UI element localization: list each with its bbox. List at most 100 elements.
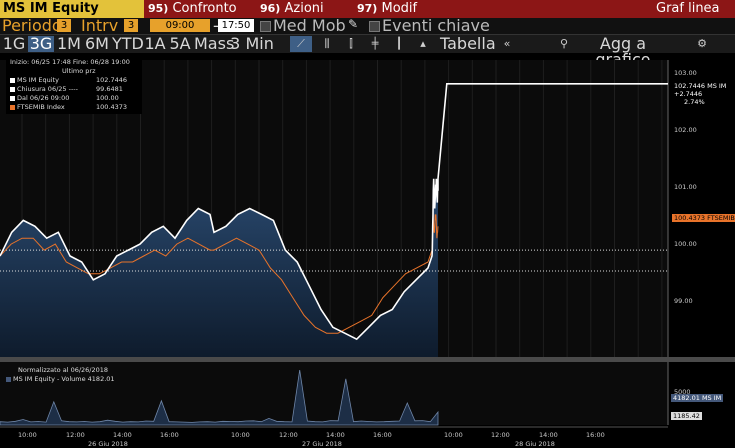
legend-row: FTSEMIB Index 100.4373	[10, 103, 140, 112]
date-label: 28 Giu 2018	[515, 440, 555, 448]
legend-header: Ultimo prz	[62, 67, 96, 75]
y-tick-label: 102.00	[674, 126, 697, 134]
legend-value: 99.6481	[96, 85, 123, 93]
search-icon[interactable]: ⚲	[559, 37, 569, 50]
candle-chart-icon[interactable]: ⫿	[349, 37, 353, 50]
x-tick-label: 14:00	[113, 431, 132, 439]
range-1a[interactable]: 1A	[144, 34, 166, 53]
ohlc-chart-icon[interactable]: ╪	[371, 37, 379, 50]
modif-label: Modif	[381, 1, 418, 16]
x-tick-label: 12:00	[491, 431, 510, 439]
chart-legend: Inizio: 06/25 17:48 Fine: 06/28 19:00 Ul…	[6, 56, 142, 114]
y-tick-label: 100.00	[674, 240, 697, 248]
legend-value: 102.7446	[96, 76, 128, 84]
legend-label: MS IM Equity	[17, 76, 59, 84]
ftse-line	[0, 214, 439, 334]
date-label: 27 Giu 2018	[302, 440, 342, 448]
legend-swatch	[10, 77, 15, 83]
legend-row: MS IM Equity 102.7446	[10, 76, 140, 85]
confronto-button[interactable]: 95) Confronto	[148, 0, 243, 18]
modif-num: 97)	[357, 2, 378, 15]
eventi-label: Eventi chiave	[382, 16, 490, 35]
wrench-icon[interactable]: ✎	[348, 17, 359, 31]
range-6m[interactable]: 6M	[85, 34, 109, 53]
date-label: 26 Giu 2018	[88, 440, 128, 448]
x-tick-label: 14:00	[326, 431, 345, 439]
range-ytd[interactable]: YTD	[112, 34, 144, 53]
range-3g[interactable]: 3G	[28, 34, 54, 53]
periodo-input[interactable]: 3	[57, 19, 71, 32]
ms-price-tag: 102.7446 MS IM +2.7446 2.74%	[672, 82, 729, 106]
confronto-label: Confronto	[172, 1, 237, 16]
legend-value: 100.00	[96, 94, 119, 102]
ms-tag-line: 102.7446 MS IM	[674, 82, 727, 90]
confronto-num: 95)	[148, 2, 169, 15]
collapse-icon[interactable]: «	[503, 37, 511, 50]
modif-button[interactable]: 97) Modif	[357, 0, 447, 18]
panel-separator	[0, 357, 735, 362]
volume-legend: Normalizzato al 06/26/2018 MS IM Equity …	[6, 366, 115, 384]
volume-tag-2: 1185.42	[671, 412, 702, 420]
volume-tag: 4182.01 MS IM	[671, 394, 724, 402]
x-tick-label: 16:00	[160, 431, 179, 439]
periodo-label: Periodo	[2, 16, 62, 35]
volume-area	[0, 369, 439, 426]
azioni-button[interactable]: 96) Azioni	[260, 0, 345, 18]
volume-background	[0, 362, 668, 425]
command-bar	[0, 0, 735, 18]
med-mob-label: Med Mob	[273, 16, 346, 35]
x-tick-label: 14:00	[539, 431, 558, 439]
gear-icon[interactable]: ⚙	[697, 37, 707, 50]
legend-value: 100.4373	[96, 103, 128, 111]
bar-chart-icon[interactable]: ⫼	[324, 37, 330, 50]
eventi-checkbox[interactable]	[369, 21, 380, 32]
legend-swatch	[10, 86, 15, 92]
volume-swatch	[6, 376, 11, 382]
x-tick-label: 16:00	[586, 431, 605, 439]
range-1m[interactable]: 1M	[57, 34, 81, 53]
x-tick-label: 12:00	[66, 431, 85, 439]
norm-label: Normalizzato al 06/26/2018	[18, 366, 109, 374]
ftse-price-tag: 100.4373 FTSEMIB	[672, 214, 735, 222]
med-mob-checkbox[interactable]	[260, 21, 271, 32]
range-5a[interactable]: 5A	[169, 34, 191, 53]
hl-chart-icon[interactable]: ┃	[395, 37, 403, 50]
legend-range: Inizio: 06/25 17:48 Fine: 06/28 19:00	[10, 58, 130, 66]
intrv-label: Intrv	[81, 16, 119, 35]
ms-tag-line: 2.74%	[684, 98, 705, 106]
intrv-input[interactable]: 3	[124, 19, 138, 32]
y5000-label: 5000	[674, 388, 691, 396]
tabella-button[interactable]: Tabella	[440, 34, 496, 53]
range-3min[interactable]: 3 Min	[230, 34, 274, 53]
x-tick-label: 16:00	[373, 431, 392, 439]
legend-label: Dal 06/26 09:00	[17, 94, 70, 102]
range-1g[interactable]: 1G	[2, 34, 26, 53]
ms-line	[0, 82, 668, 341]
legend-swatch	[10, 95, 15, 101]
legend-swatch	[10, 104, 15, 110]
azioni-num: 96)	[260, 2, 281, 15]
ms-area-fill	[0, 178, 438, 357]
range-mass[interactable]: Mass	[194, 34, 235, 53]
x-tick-label: 10:00	[18, 431, 37, 439]
x-tick-label: 12:00	[279, 431, 298, 439]
x-tick-label: 10:00	[444, 431, 463, 439]
y-tick-label: 101.00	[674, 183, 697, 191]
y-tick-label: 103.00	[674, 69, 697, 77]
legend-label: FTSEMIB Index	[17, 103, 65, 111]
time-dash: -	[213, 16, 219, 35]
volume-label: MS IM Equity - Volume 4182.01	[13, 375, 115, 383]
legend-row: Chiusura 06/25 ---- 99.6481	[10, 85, 140, 94]
legend-row: Dal 06/26 09:00 100.00	[10, 94, 140, 103]
toolbar	[0, 35, 735, 53]
agg-grafico-button[interactable]: Agg a grafico	[595, 34, 651, 69]
chart-type-label[interactable]: Graf linea	[656, 1, 720, 16]
line-chart-icon[interactable]: ⟋	[290, 36, 312, 52]
y-tick-label: 99.00	[674, 297, 693, 305]
x-tick-label: 10:00	[231, 431, 250, 439]
time-to-input[interactable]: 17:50	[218, 19, 254, 32]
mountain-chart-icon[interactable]: ▴	[420, 37, 426, 50]
time-from-input[interactable]: 09:00	[150, 19, 210, 32]
azioni-label: Azioni	[284, 1, 324, 16]
ticker-field[interactable]: MS IM Equity	[0, 0, 144, 18]
